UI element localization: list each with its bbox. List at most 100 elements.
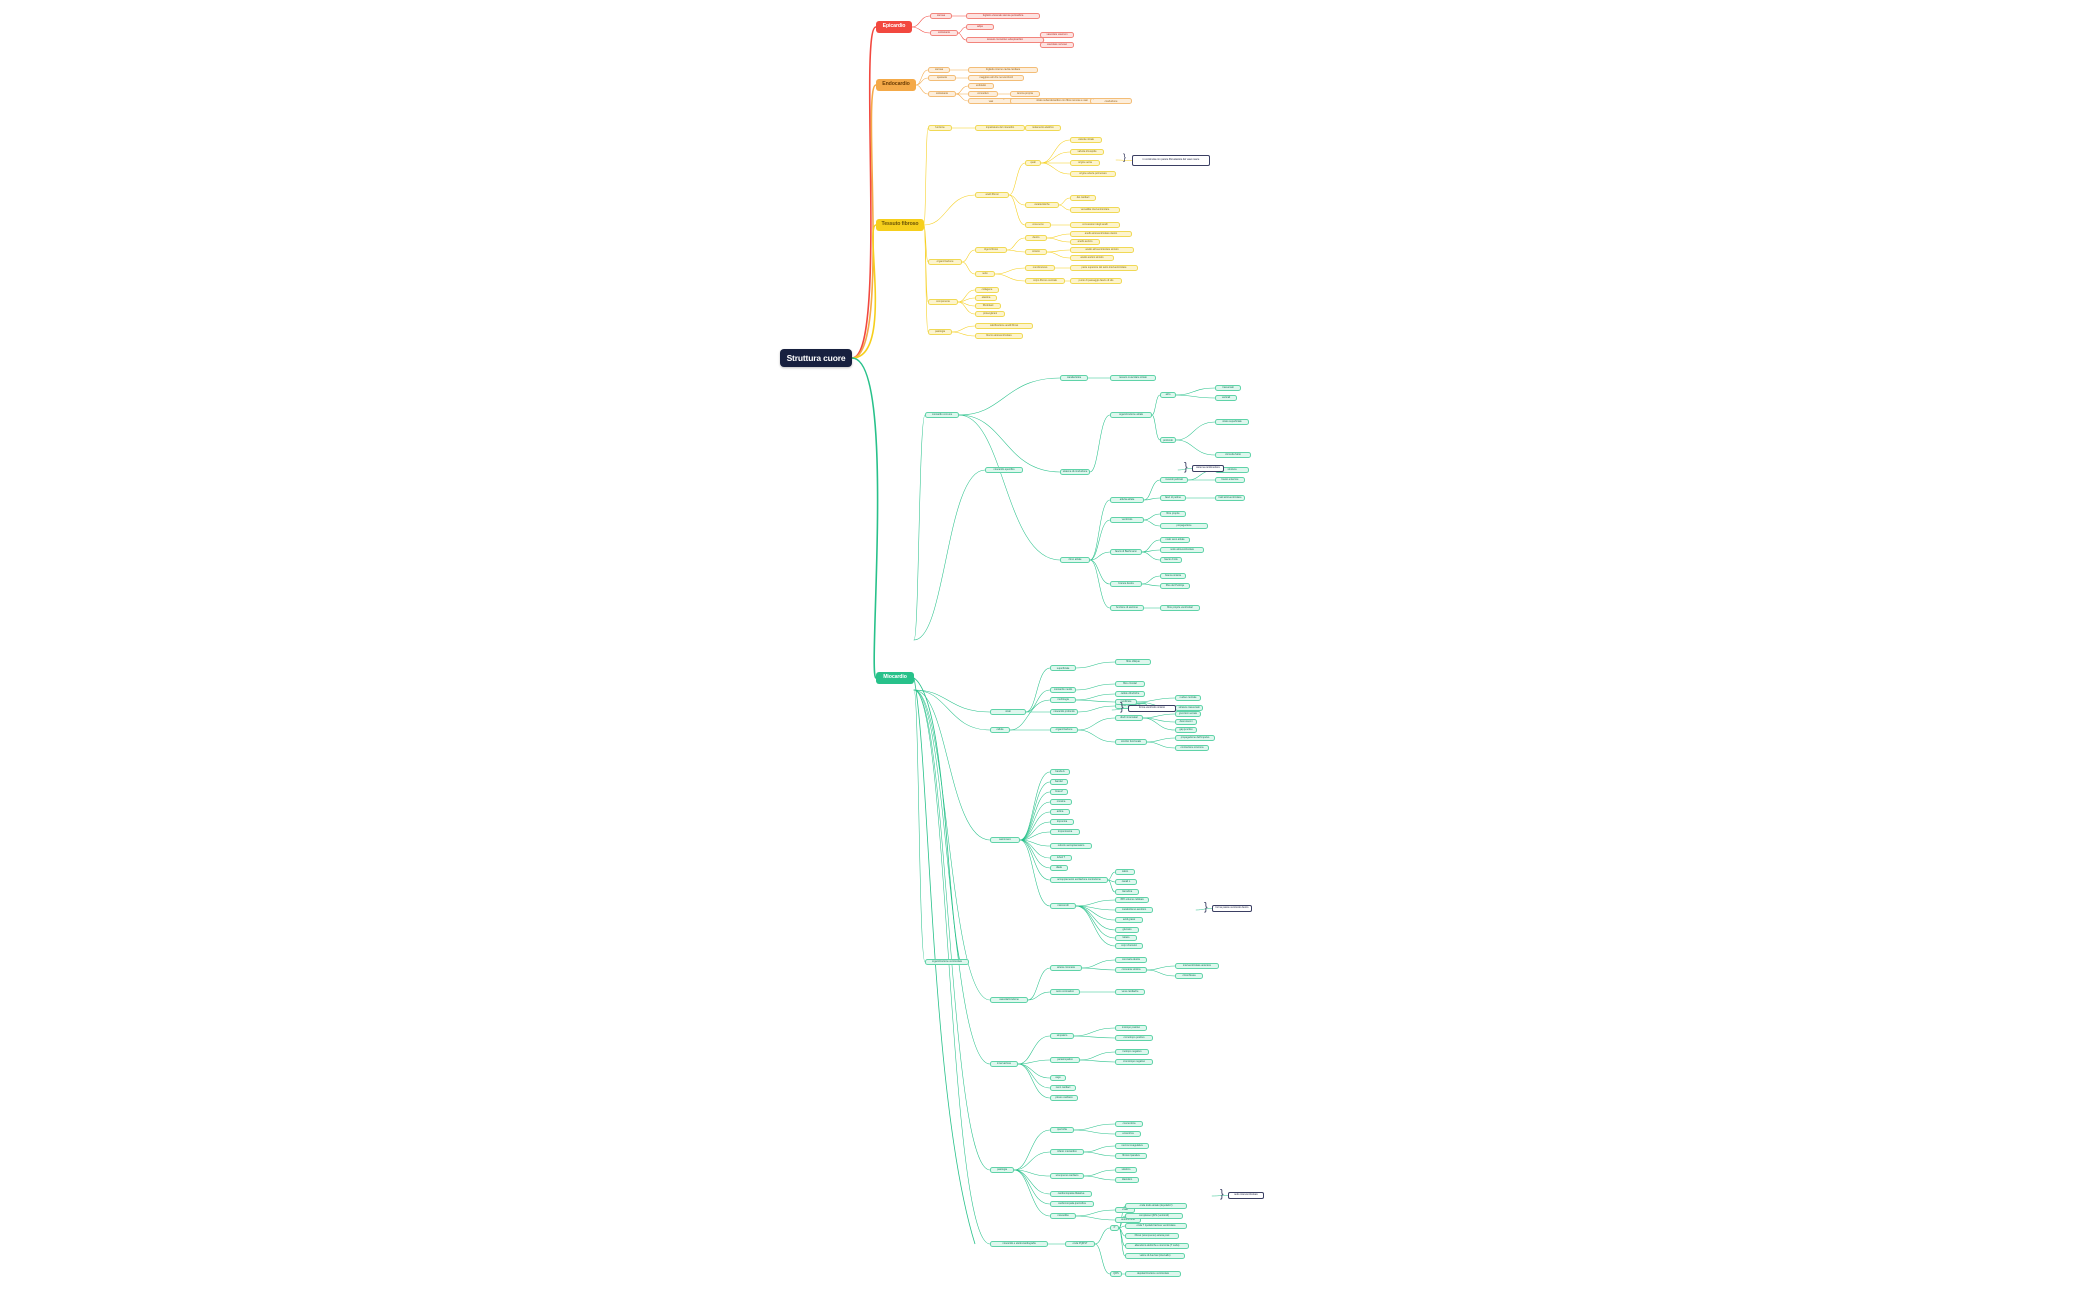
miocardio-inferiore-node[interactable]: contrazione sincrona — [1175, 745, 1209, 751]
miocardio-inferiore-node[interactable]: ipertrofia — [1050, 1127, 1074, 1133]
miocardio-inferiore-node[interactable]: inotropo negativo — [1115, 1049, 1149, 1055]
tessuto-fibroso-node[interactable]: origine arteria polmonare — [1070, 171, 1116, 177]
miocardio-superiore-node[interactable]: tratti atrioventricolare — [1215, 495, 1245, 501]
miocardio-inferiore-node[interactable]: reticolo sarcoplasmatico — [1050, 843, 1092, 849]
miocardio-inferiore-node[interactable]: circonflessa — [1175, 973, 1203, 979]
miocardio-inferiore-node[interactable]: vago — [1050, 1075, 1066, 1081]
tessuto-fibroso-node[interactable]: membranoso — [1025, 265, 1055, 271]
miocardio-superiore-node[interactable]: trasversali — [1215, 385, 1241, 391]
callout-setto-iv[interactable]: setto interventricolare — [1228, 1192, 1264, 1199]
epicardio-node[interactable]: vascolare vasorum — [1040, 32, 1074, 38]
miocardio-inferiore-node[interactable]: miosina — [1050, 799, 1072, 805]
miocardio-superiore-node[interactable]: nodo seno atriale — [1160, 537, 1190, 543]
miocardio-superiore-node[interactable]: funzione di eiezione — [1110, 605, 1144, 611]
miocardio-inferiore-node[interactable]: banda A — [1050, 769, 1070, 775]
tessuto-fibroso-node[interactable]: proteoglicani — [975, 311, 1005, 317]
miocardio-inferiore-node[interactable]: cronotropo negativo — [1115, 1059, 1153, 1065]
miocardio-inferiore-node[interactable]: cellule — [990, 727, 1010, 733]
branch-endocardio[interactable]: Endocardio — [876, 79, 916, 91]
epicardio-node[interactable]: sierosa — [930, 13, 952, 19]
tessuto-fibroso-node[interactable]: connessioni degli anelli — [1070, 222, 1120, 228]
miocardio-superiore-node[interactable]: fibre del Purkinje — [1160, 583, 1190, 589]
miocardio-inferiore-node[interactable]: infarto miocardico — [1050, 1149, 1084, 1155]
tessuto-fibroso-node[interactable]: funzione — [928, 125, 952, 131]
miocardio-superiore-node[interactable]: tessuto muscolare striato — [1110, 375, 1156, 381]
miocardio-inferiore-node[interactable]: corpi chetonici — [1115, 943, 1143, 949]
miocardio-superiore-node[interactable]: fibre proprie ventricolari — [1160, 605, 1200, 611]
tessuto-fibroso-node[interactable]: quali — [1025, 160, 1041, 166]
miocardio-inferiore-node[interactable]: metabolismo aerobico — [1115, 907, 1153, 913]
miocardio-ecg-node[interactable]: fibrosi (scompenso) arteria post — [1125, 1233, 1179, 1239]
miocardio-inferiore-node[interactable]: calcio — [1115, 869, 1135, 875]
miocardio-superiore-node[interactable]: fascio di His — [1160, 557, 1182, 563]
miocardio-superiore-node[interactable]: sistema di conduzione — [1060, 469, 1090, 475]
miocardio-ecg-node[interactable]: onda T ripolarizzazione ventricolare — [1125, 1223, 1187, 1229]
miocardio-ecg-node[interactable]: complesso QRS (ventricoli) — [1125, 1213, 1183, 1219]
miocardio-inferiore-node[interactable]: troponina — [1050, 819, 1074, 825]
miocardio-inferiore-node[interactable]: diastolico — [1115, 1177, 1139, 1183]
endocardio-node[interactable]: sierosa — [928, 67, 950, 73]
miocardio-ecg-node[interactable]: valore di due fasi (intervallo) — [1125, 1253, 1185, 1259]
miocardio-inferiore-node[interactable]: nucleo centrale — [1175, 695, 1201, 701]
miocardio-inferiore-node[interactable]: vene cardiache — [1115, 989, 1145, 995]
miocardio-inferiore-node[interactable]: vascolarizzazione — [990, 997, 1028, 1003]
miocardio-superiore-node[interactable]: branca sinistra — [1160, 573, 1186, 579]
epicardio-node[interactable]: adipe — [966, 24, 994, 30]
tessuto-fibroso-node[interactable]: valvola tricuspide — [1070, 149, 1104, 155]
miocardio-superiore-node[interactable]: fascio di Bachmann — [1110, 549, 1142, 555]
tessuto-fibroso-node[interactable]: corpo fibroso centrale — [1025, 278, 1065, 284]
miocardio-inferiore-node[interactable]: organizzazione ventricolare — [925, 959, 969, 965]
miocardio-inferiore-node[interactable]: seno coronarico — [1050, 989, 1080, 995]
miocardio-superiore-node[interactable]: strato superficiale — [1215, 419, 1249, 425]
tessuto-fibroso-node[interactable]: origine aorta — [1070, 160, 1100, 166]
miocardio-superiore-node[interactable]: nodo atrioventricolare — [1160, 547, 1204, 553]
miocardio-inferiore-node[interactable]: miocardio medio — [1050, 687, 1076, 693]
miocardio-inferiore-node[interactable]: giunzioni serrate — [1175, 711, 1201, 717]
miocardio-inferiore-node[interactable]: simpatico — [1050, 1033, 1074, 1039]
endocardio-node[interactable]: spessore — [928, 75, 956, 81]
tessuto-fibroso-node[interactable]: setto — [975, 271, 995, 277]
tessuto-fibroso-node[interactable]: anello aortico sinistro — [1070, 255, 1114, 261]
miocardio-superiore-node[interactable]: caratteristica — [1060, 375, 1088, 381]
tessuto-fibroso-node[interactable]: anelli fibrosi — [975, 192, 1009, 198]
miocardio-inferiore-node[interactable]: sarcomero — [990, 837, 1020, 843]
miocardio-inferiore-node[interactable]: miocardio profondo — [1050, 709, 1078, 715]
miocardio-inferiore-node[interactable]: parasimpatico — [1050, 1057, 1080, 1063]
miocardio-inferiore-node[interactable]: organizzazione — [1050, 727, 1078, 733]
endocardio-node[interactable]: lamina propria — [1010, 91, 1040, 97]
miocardio-superiore-node[interactable]: atrio — [1160, 392, 1176, 398]
branch-epicardio[interactable]: Epicardio — [876, 21, 912, 33]
endocardio-node[interactable]: endotelio — [968, 83, 994, 89]
endocardio-node[interactable]: presenza di cellule del sistema di condu… — [1090, 98, 1132, 104]
miocardio-inferiore-node[interactable]: acidi grassi — [1115, 917, 1143, 923]
miocardio-ecg-node[interactable]: P — [1110, 1225, 1119, 1231]
endocardio-node[interactable]: sottostante — [928, 91, 956, 97]
miocardio-inferiore-node[interactable]: patologia — [990, 1167, 1014, 1173]
miocardio-ecg-node[interactable]: depolarizzazione ventricolare — [1125, 1271, 1181, 1277]
miocardio-inferiore-node[interactable]: propagazione dell'impulso — [1175, 735, 1215, 741]
endocardio-node[interactable]: maggiore atri che nei ventricoli — [968, 75, 1024, 81]
miocardio-inferiore-node[interactable]: miocardite — [1050, 1213, 1076, 1219]
miocardio-ecg-node[interactable]: miocardio e elettrocardiografia — [990, 1241, 1048, 1247]
miocardio-inferiore-node[interactable]: actina — [1050, 809, 1070, 815]
miocardio-inferiore-node[interactable]: cardiomiopatia dilatativa — [1050, 1191, 1092, 1197]
miocardio-superiore-node[interactable]: ritmo atriale — [1060, 557, 1090, 563]
tessuto-fibroso-node[interactable]: parte superiore del setto interventricol… — [1070, 265, 1138, 271]
miocardio-superiore-node[interactable]: miocardio specifico — [985, 467, 1023, 473]
miocardio-inferiore-node[interactable]: miocardio superficiale — [1050, 665, 1076, 671]
branch-tessuto-fibroso[interactable]: Tessuto fibroso — [876, 219, 924, 231]
miocardio-superiore-node[interactable]: miocardio comune — [925, 412, 959, 418]
miocardio-superiore-node[interactable]: verticali — [1215, 395, 1237, 401]
tessuto-fibroso-node[interactable]: anello aortico — [1070, 239, 1100, 245]
miocardio-inferiore-node[interactable]: fibrosi riparativa — [1115, 1153, 1147, 1159]
miocardio-superiore-node[interactable]: fasci di pettine — [1160, 495, 1186, 501]
tessuto-fibroso-node[interactable]: destro — [1025, 235, 1047, 241]
miocardio-superiore-node[interactable]: muscoli pettinati — [1160, 477, 1188, 483]
epicardio-node[interactable]: tessuto connettivo subepicardico — [966, 37, 1044, 43]
tessuto-fibroso-node[interactable]: valvola mitrale — [1070, 137, 1102, 143]
miocardio-inferiore-node[interactable]: eccentrica — [1115, 1131, 1141, 1137]
miocardio-inferiore-node[interactable]: nervi cardiaci — [1050, 1085, 1076, 1091]
miocardio-inferiore-node[interactable]: glucosio — [1115, 927, 1139, 933]
miocardio-inferiore-node[interactable]: canali L — [1115, 879, 1137, 885]
callout-sistema-cardionettore[interactable]: sistema cardionettore — [1192, 465, 1224, 472]
